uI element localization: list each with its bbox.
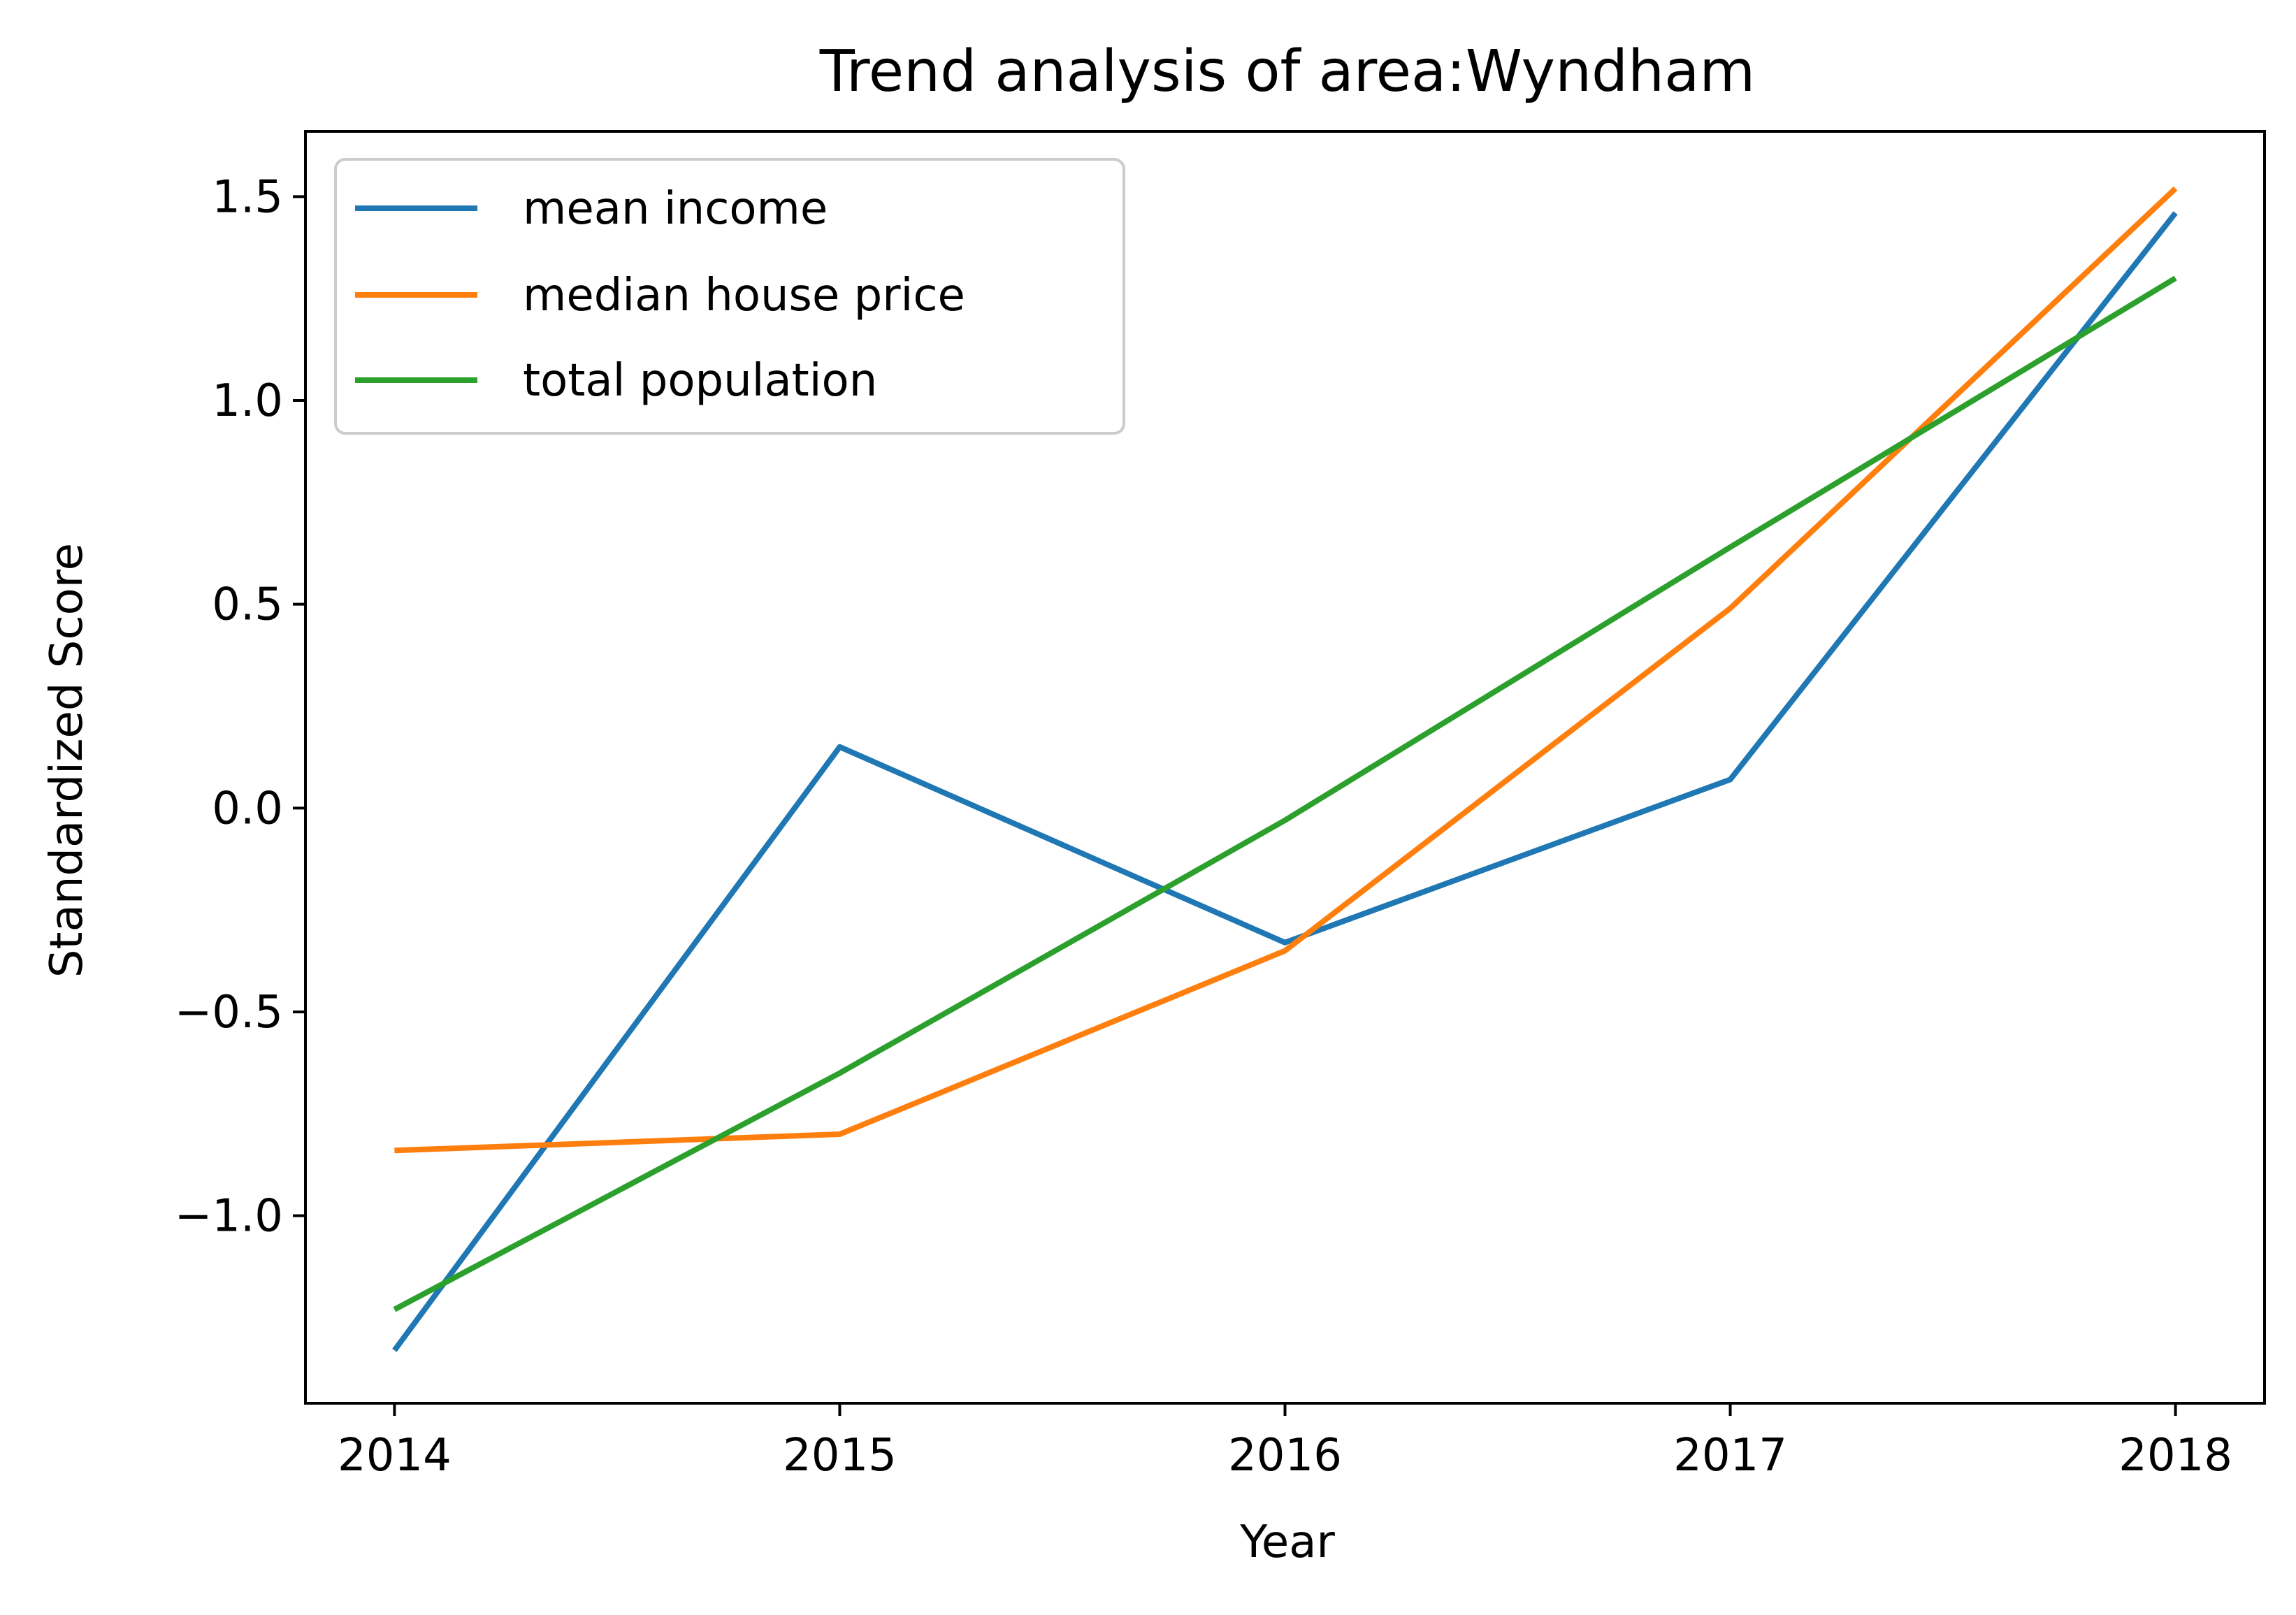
y-tick-label-0: 0.0 (212, 783, 283, 834)
x-tick-label-2017: 2017 (1673, 1430, 1787, 1482)
y-axis-label: Standardized Score (41, 543, 93, 978)
y-tick-label-1-5: 1.5 (212, 171, 283, 223)
x-tick-label-2018: 2018 (2118, 1430, 2232, 1482)
series-layer (392, 186, 2178, 1352)
series-line-median-house-price (394, 186, 2178, 1154)
x-axis-label: Year (1239, 1516, 1335, 1568)
legend-label-total-population: total population (523, 355, 877, 407)
x-axis: 2014 2015 2016 2017 2018 (338, 1403, 2232, 1482)
x-tick-label-2014: 2014 (338, 1430, 452, 1482)
y-tick-label-0-5: 0.5 (212, 579, 283, 631)
y-axis: −1.0 −0.5 0.0 0.5 1.0 1.5 (175, 171, 305, 1243)
series-line-total-population (393, 275, 2177, 1312)
y-tick-label-neg0-5: −0.5 (175, 987, 283, 1038)
y-tick-label-neg1: −1.0 (175, 1191, 283, 1243)
legend-box (334, 158, 1125, 435)
legend-label-mean-income: mean income (523, 183, 828, 235)
legend: mean income median house price total pop… (334, 158, 1125, 435)
series-line-mean-income (392, 211, 2178, 1352)
y-tick-label-1: 1.0 (212, 375, 283, 427)
chart-title: Trend analysis of area:Wyndham (819, 38, 1755, 105)
legend-label-median-house-price: median house price (523, 270, 965, 321)
x-tick-label-2015: 2015 (783, 1430, 897, 1482)
x-tick-label-2016: 2016 (1228, 1430, 1342, 1482)
